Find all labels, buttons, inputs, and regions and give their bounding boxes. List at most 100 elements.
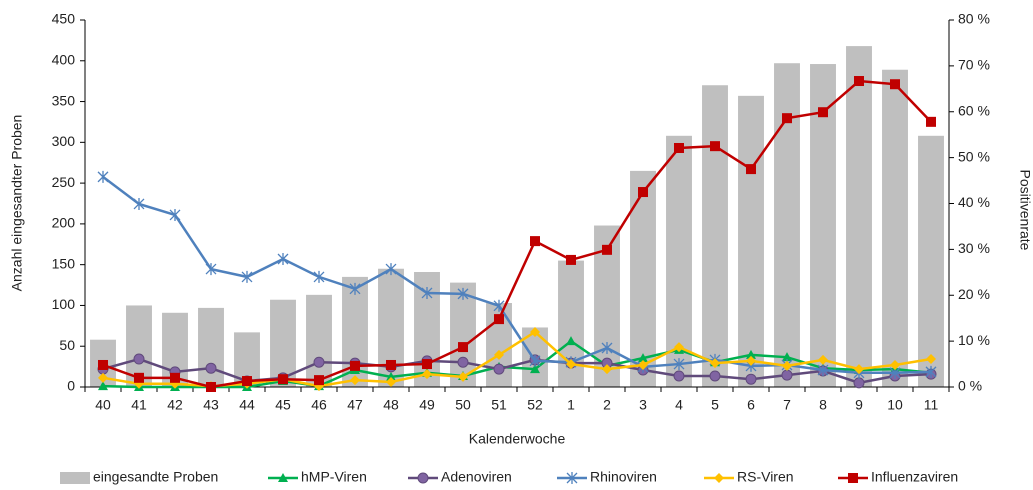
marker xyxy=(566,336,576,346)
y-tick-label: 200 xyxy=(52,215,76,231)
marker xyxy=(530,236,540,247)
marker xyxy=(746,355,756,366)
legend-label: RS-Viren xyxy=(737,469,794,485)
bar xyxy=(918,135,944,387)
marker xyxy=(314,375,324,386)
x-tick-label: 45 xyxy=(275,397,291,413)
marker xyxy=(745,373,757,385)
x-tick-label: 7 xyxy=(783,397,791,413)
marker xyxy=(890,79,900,90)
y2-tick-label: 0 % xyxy=(958,378,982,394)
marker xyxy=(493,363,505,375)
marker xyxy=(386,359,396,370)
bar xyxy=(810,64,836,387)
marker xyxy=(170,372,180,383)
y-tick-label: 300 xyxy=(52,133,76,149)
x-tick-label: 3 xyxy=(639,397,647,413)
marker xyxy=(709,370,721,382)
bar xyxy=(450,282,476,387)
bar xyxy=(846,46,872,387)
x-tick-label: 10 xyxy=(887,397,903,413)
x-tick-label: 5 xyxy=(711,397,719,413)
marker xyxy=(386,371,396,381)
marker xyxy=(566,359,576,370)
legend-label: Rhinoviren xyxy=(590,469,657,485)
marker xyxy=(98,381,108,391)
marker xyxy=(818,107,828,118)
marker xyxy=(782,352,792,362)
marker xyxy=(349,282,361,295)
marker xyxy=(566,254,576,265)
marker xyxy=(97,170,109,183)
marker xyxy=(602,364,612,375)
marker xyxy=(854,364,864,375)
marker xyxy=(714,473,724,483)
marker xyxy=(746,349,756,359)
x-axis-title: Kalenderwoche xyxy=(469,431,566,447)
bar xyxy=(774,63,800,387)
x-tick-label: 11 xyxy=(924,397,939,413)
marker xyxy=(350,360,360,371)
marker xyxy=(417,472,429,484)
marker xyxy=(530,326,540,337)
marker xyxy=(673,370,685,382)
marker xyxy=(530,364,540,374)
marker xyxy=(458,371,468,382)
x-tick-label: 1 xyxy=(567,397,575,413)
bar xyxy=(738,95,764,387)
y2-tick-label: 50 % xyxy=(958,148,990,164)
bar xyxy=(702,85,728,387)
marker xyxy=(385,263,397,276)
legend-label: Adenoviren xyxy=(441,469,512,485)
marker xyxy=(98,372,108,383)
marker xyxy=(854,76,864,87)
y2-tick-label: 20 % xyxy=(958,286,990,302)
marker xyxy=(458,342,468,353)
y-tick-label: 400 xyxy=(52,51,76,67)
marker xyxy=(890,359,900,370)
x-tick-label: 49 xyxy=(419,397,435,413)
y2-tick-label: 70 % xyxy=(958,57,990,73)
marker xyxy=(494,349,504,360)
marker xyxy=(926,116,936,127)
marker xyxy=(566,472,578,484)
x-tick-label: 8 xyxy=(819,397,827,413)
marker xyxy=(278,473,288,482)
y-axis-title: Anzahl eingesandter Proben xyxy=(9,115,25,292)
marker xyxy=(817,364,829,377)
marker xyxy=(746,164,756,175)
marker xyxy=(133,197,145,210)
bar xyxy=(306,294,332,387)
marker xyxy=(638,359,648,370)
marker xyxy=(925,365,937,378)
y-tick-label: 250 xyxy=(52,174,76,190)
marker xyxy=(242,376,252,387)
line xyxy=(102,79,932,389)
bar xyxy=(882,69,908,387)
x-tick-label: 42 xyxy=(167,397,183,413)
marker xyxy=(781,369,793,381)
marker xyxy=(313,356,325,368)
x-tick-label: 48 xyxy=(383,397,399,413)
x-tick-label: 2 xyxy=(603,397,611,413)
line xyxy=(102,339,932,389)
legend: eingesandte Proben hMP-Viren Adenoviren Rhi… xyxy=(60,469,958,485)
y2-tick-label: 40 % xyxy=(958,194,990,210)
marker xyxy=(853,377,865,389)
marker xyxy=(926,354,936,365)
marker xyxy=(133,353,145,365)
legend-label: hMP-Viren xyxy=(301,469,367,485)
bar xyxy=(198,307,224,387)
marker xyxy=(638,187,648,198)
marker xyxy=(422,369,432,380)
x-tick-label: 9 xyxy=(855,397,863,413)
legend-swatch xyxy=(60,472,90,484)
marker xyxy=(313,270,325,283)
marker xyxy=(278,374,288,385)
x-tick-label: 41 xyxy=(131,397,147,413)
x-tick-label: 51 xyxy=(491,397,507,413)
marker xyxy=(134,372,144,383)
marker xyxy=(674,342,684,353)
marker xyxy=(205,263,217,276)
